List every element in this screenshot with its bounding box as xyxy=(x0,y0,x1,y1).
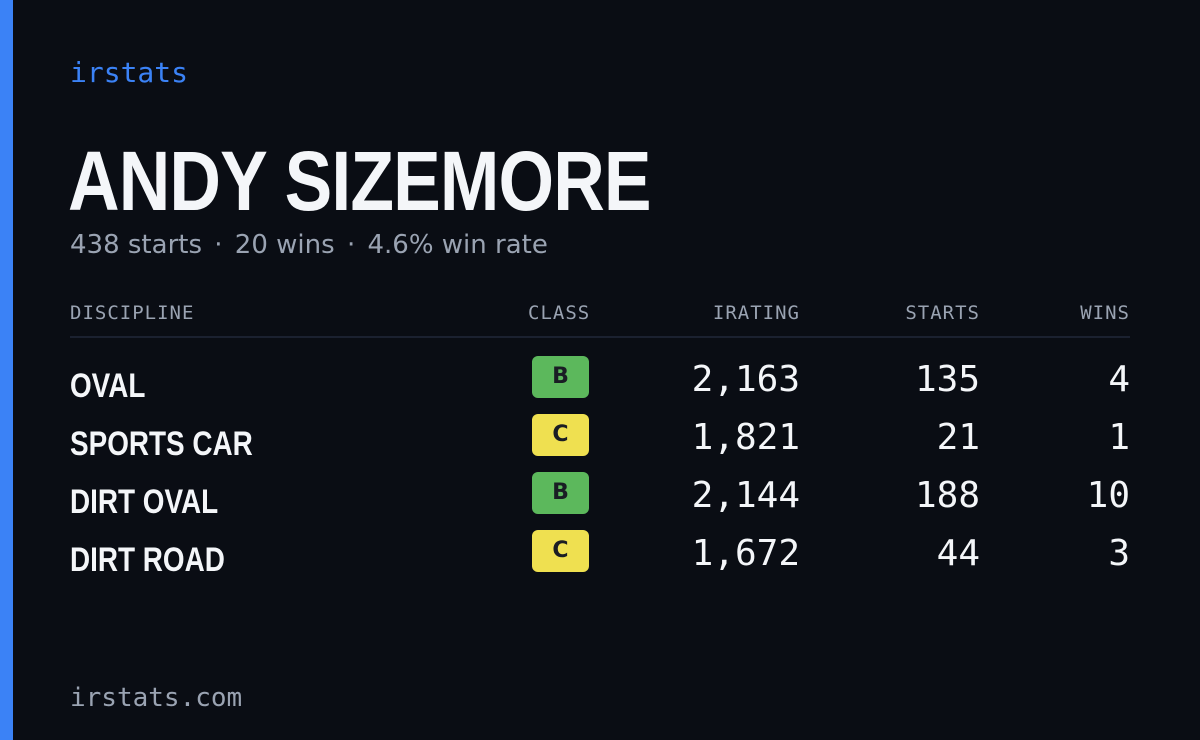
class-badge: B xyxy=(532,472,589,514)
header-discipline: DISCIPLINE xyxy=(70,302,195,324)
separator-dot: · xyxy=(346,230,356,260)
header-class: CLASS xyxy=(528,302,591,324)
header-irating: IRATING xyxy=(712,302,800,324)
irating-value: 2,163 xyxy=(691,359,800,400)
wins-value: 10 xyxy=(1086,475,1130,516)
header-wins: WINS xyxy=(1080,302,1130,324)
accent-bar xyxy=(0,0,13,740)
starts-value: 188 xyxy=(914,475,980,516)
wins-value: 4 xyxy=(1108,359,1130,400)
player-name: ANDY SIZEMORE xyxy=(68,134,652,228)
separator-dot: · xyxy=(214,230,223,260)
discipline-table: DISCIPLINE CLASS IRATING STARTS WINS OVA… xyxy=(70,298,1130,588)
table-row: OVAL B 2,163 135 4 xyxy=(70,356,1130,414)
starts-value: 44 xyxy=(936,533,980,574)
irating-value: 2,144 xyxy=(691,475,800,516)
discipline-name: DIRT OVAL xyxy=(70,483,219,521)
table-header: DISCIPLINE CLASS IRATING STARTS WINS xyxy=(70,298,1130,338)
table-row: SPORTS CAR C 1,821 21 1 xyxy=(70,414,1130,472)
discipline-name: SPORTS CAR xyxy=(70,425,253,463)
total-starts: 438 starts xyxy=(70,230,202,260)
header-starts: STARTS xyxy=(905,302,980,324)
win-rate: 4.6% win rate xyxy=(367,230,548,260)
brand-logo-text: irstats xyxy=(70,56,189,89)
discipline-name: OVAL xyxy=(70,367,146,405)
total-wins: 20 wins xyxy=(234,230,335,260)
table-row: DIRT OVAL B 2,144 188 10 xyxy=(70,472,1130,530)
discipline-name: DIRT ROAD xyxy=(70,541,225,579)
class-badge: B xyxy=(532,356,589,398)
wins-value: 1 xyxy=(1108,417,1130,458)
player-summary: 438 starts · 20 wins · 4.6% win rate xyxy=(70,228,548,262)
irating-value: 1,821 xyxy=(691,417,800,458)
table-body: OVAL B 2,163 135 4 SPORTS CAR C 1,821 21… xyxy=(70,338,1130,588)
class-badge: C xyxy=(532,530,589,572)
wins-value: 3 xyxy=(1108,533,1130,574)
class-badge: C xyxy=(532,414,589,456)
starts-value: 21 xyxy=(936,417,980,458)
irating-value: 1,672 xyxy=(691,533,800,574)
table-row: DIRT ROAD C 1,672 44 3 xyxy=(70,530,1130,588)
footer-site-url[interactable]: irstats.com xyxy=(70,683,243,713)
starts-value: 135 xyxy=(914,359,980,400)
